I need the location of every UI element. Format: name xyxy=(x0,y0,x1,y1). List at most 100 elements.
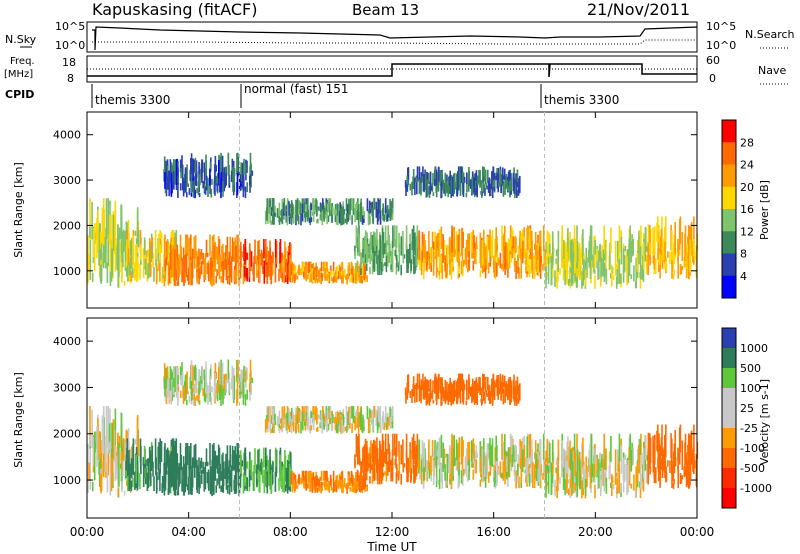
velocity-cell xyxy=(305,406,307,418)
power-cell xyxy=(124,230,127,271)
velocity-colorbar-swatch xyxy=(722,388,736,409)
power-cell xyxy=(545,241,547,254)
velocity-cell xyxy=(310,483,313,492)
power-cell xyxy=(228,251,231,279)
power-cell xyxy=(615,263,618,269)
power-cell xyxy=(479,179,481,188)
velocity-cell xyxy=(320,470,323,481)
power-cell xyxy=(579,250,581,280)
velocity-cell xyxy=(304,421,306,426)
power-cell xyxy=(239,262,242,279)
power-cell xyxy=(438,229,441,260)
power-cell xyxy=(105,227,107,254)
power-cell xyxy=(450,175,453,195)
velocity-cell xyxy=(193,393,196,400)
velocity-cell xyxy=(110,448,113,492)
power-cell xyxy=(249,181,251,193)
power-cell xyxy=(349,277,352,283)
velocity-cell xyxy=(569,465,572,477)
power-cell xyxy=(391,208,394,221)
power-cell xyxy=(316,278,319,284)
power-cell xyxy=(506,247,508,263)
power-cell xyxy=(310,217,313,223)
velocity-cell xyxy=(630,450,633,472)
x-tick-label: 16:00 xyxy=(476,525,511,539)
velocity-cell xyxy=(636,461,639,481)
velocity-cell xyxy=(371,409,374,421)
power-cell xyxy=(446,180,448,193)
power-cell xyxy=(647,224,650,243)
power-cell xyxy=(406,184,408,191)
velocity-cell xyxy=(270,417,272,422)
power-cell xyxy=(499,252,502,269)
velocity-cell xyxy=(414,465,416,483)
power-cell xyxy=(539,267,542,279)
power-cell xyxy=(337,270,340,278)
power-cell xyxy=(114,246,117,272)
power-cell xyxy=(536,250,539,261)
power-cell xyxy=(336,265,338,277)
power-cell xyxy=(250,163,252,188)
power-cell xyxy=(636,253,639,272)
velocity-cell xyxy=(204,462,207,490)
velocity-cell xyxy=(336,411,339,424)
velocity-cell xyxy=(345,406,348,420)
power-cell xyxy=(635,257,637,288)
velocity-cell xyxy=(394,433,396,456)
power-cell xyxy=(441,264,444,280)
velocity-cell xyxy=(555,458,558,466)
power-cell xyxy=(601,245,603,258)
power-cell xyxy=(349,205,351,215)
power-cell xyxy=(502,183,505,195)
velocity-cell xyxy=(225,453,227,465)
power-cell xyxy=(576,241,579,270)
power-cell xyxy=(376,209,379,225)
power-cell xyxy=(440,226,443,250)
velocity-cell xyxy=(446,460,449,469)
power-cell xyxy=(410,259,412,271)
velocity-cell xyxy=(316,427,318,432)
power-cell xyxy=(630,274,633,280)
velocity-cell xyxy=(480,456,482,478)
power-cell xyxy=(445,245,448,250)
power-cell xyxy=(525,265,527,274)
power-cell xyxy=(288,201,290,217)
power-cell xyxy=(213,177,216,183)
y-tick-label: 3000 xyxy=(53,381,81,394)
velocity-cell xyxy=(594,448,596,464)
power-cell xyxy=(435,191,438,198)
velocity-cell xyxy=(369,453,371,474)
velocity-cell xyxy=(435,376,438,393)
velocity-cell xyxy=(549,452,551,463)
power-cell xyxy=(687,252,689,267)
velocity-cell xyxy=(431,440,434,457)
power-cell xyxy=(372,231,375,251)
velocity-cell xyxy=(327,411,329,419)
power-cell xyxy=(322,261,325,272)
velocity-cell xyxy=(519,446,521,458)
power-cell xyxy=(507,238,510,268)
power-cell xyxy=(486,236,489,266)
power-cell xyxy=(304,213,306,218)
velocity-cell xyxy=(189,376,192,389)
velocity-cell xyxy=(354,478,356,493)
velocity-cell xyxy=(316,408,318,425)
power-cell xyxy=(127,252,129,282)
power-cell xyxy=(284,241,286,263)
power-cell xyxy=(324,271,326,281)
power-cell xyxy=(665,216,667,249)
power-cell xyxy=(100,259,102,265)
velocity-cell xyxy=(226,484,229,494)
velocity-cell xyxy=(391,416,394,429)
power-cell xyxy=(431,231,434,248)
power-cell xyxy=(567,228,569,262)
power-cell xyxy=(348,198,350,214)
power-cell xyxy=(350,261,353,273)
velocity-cell xyxy=(629,433,631,461)
power-cell xyxy=(236,172,239,196)
velocity-cell xyxy=(310,425,313,431)
power-cell xyxy=(280,252,282,279)
velocity-cell xyxy=(469,386,472,397)
power-cell xyxy=(183,180,186,191)
